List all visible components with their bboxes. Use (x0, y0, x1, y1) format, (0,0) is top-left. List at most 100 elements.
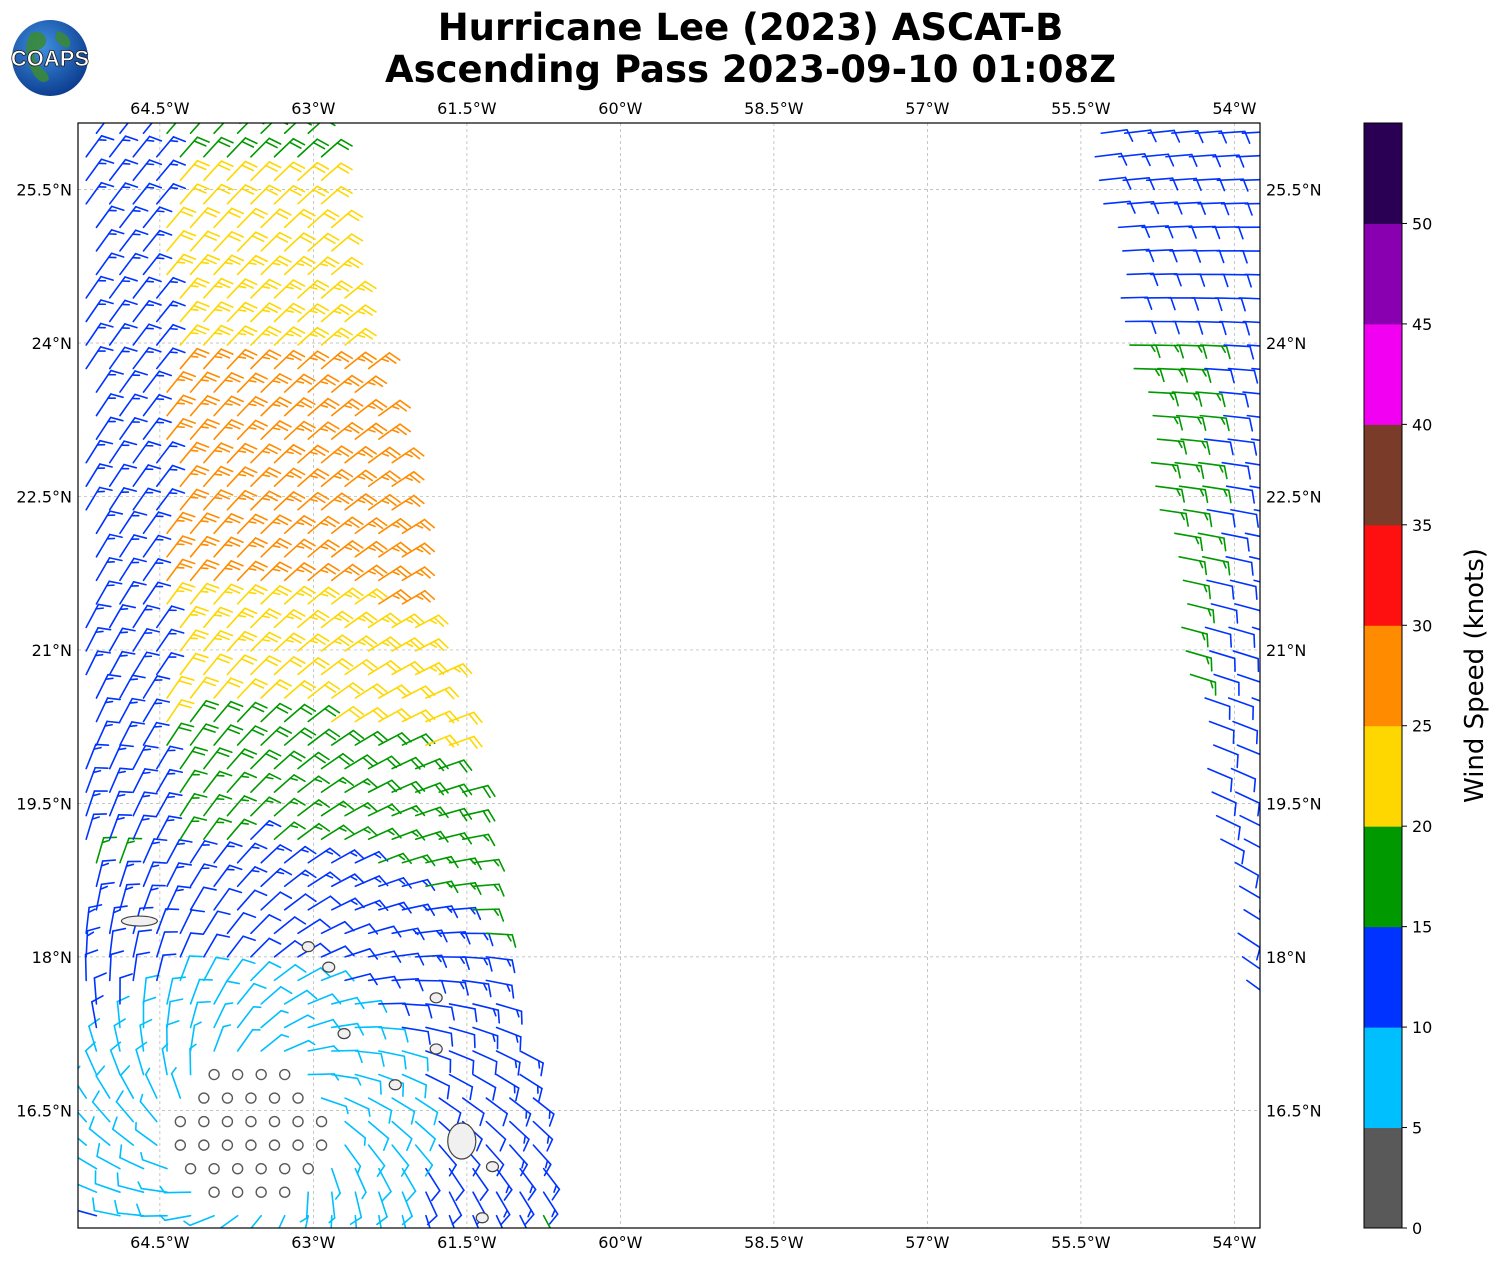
wind-barb (1176, 344, 1208, 359)
wind-barb (273, 963, 307, 982)
lon-tick-bottom-5: 57°W (905, 1233, 949, 1252)
wind-barb (236, 725, 268, 746)
wind-barb (189, 230, 221, 252)
wind-barb (448, 711, 483, 725)
colorbar: 0 5 10 15 20 25 30 35 40 45 50 Wind Speed (knots) (1363, 122, 1490, 1238)
wind-barb (132, 791, 158, 817)
wind-barb (132, 951, 151, 982)
wind-barb (307, 704, 341, 723)
wind-barb (95, 836, 118, 864)
wind-barb (166, 862, 193, 888)
wind-barb (344, 611, 378, 629)
wind-barb (1244, 461, 1260, 466)
wind-barb (1223, 414, 1254, 432)
wind-barb (142, 253, 173, 276)
wind-barb (203, 324, 234, 346)
wind-barb (221, 1139, 234, 1151)
wind-barb (140, 1151, 168, 1170)
wind-barb (260, 537, 292, 558)
wind-barb (1149, 273, 1182, 287)
map-title-line-2: Ascending Pass 2023-09-10 01:08Z (384, 48, 1117, 91)
wind-barb (330, 705, 365, 723)
wind-barb (1227, 367, 1259, 384)
wind-barb (297, 657, 330, 676)
wind-barb (344, 948, 379, 960)
wind-barb (236, 584, 268, 605)
wind-barb (116, 995, 130, 1029)
wind-barb (307, 1018, 342, 1031)
wind-barb (1251, 626, 1260, 631)
wind-barb (156, 441, 186, 464)
wind-barb (378, 732, 412, 746)
wind-barb (425, 1214, 431, 1228)
wind-barb (273, 185, 306, 205)
wind-barb (1208, 720, 1235, 745)
wind-barb (1225, 556, 1254, 576)
colorbar-label: Wind Speed (knots) (1460, 548, 1490, 803)
wind-barb (119, 860, 142, 888)
wind-barb (425, 1026, 454, 1047)
colorbar-bin-10 (1364, 123, 1402, 224)
wind-barb (166, 1020, 180, 1052)
wind-barb (376, 1191, 388, 1226)
wind-barb (236, 254, 268, 276)
wind-barb (283, 703, 317, 723)
wind-barb (315, 1139, 328, 1151)
wind-barb (1230, 508, 1260, 528)
wind-barb (108, 299, 138, 323)
wind-barb (208, 1186, 220, 1198)
wind-barb (320, 492, 354, 511)
wind-barb (1221, 461, 1252, 480)
wind-barb (1098, 176, 1132, 190)
lat-tick-left-0: 25.5°N (16, 181, 72, 200)
wind-barb (88, 1018, 101, 1052)
wind-barb (250, 161, 282, 182)
wind-barb (283, 727, 317, 746)
wind-barb (255, 1162, 267, 1175)
wind-barb (297, 279, 330, 299)
wind-barb (391, 1097, 416, 1125)
wind-barb (273, 302, 306, 323)
wind-barb (1152, 344, 1185, 359)
lat-tick-right-6: 16.5°N (1266, 1101, 1322, 1120)
wind-barb (156, 464, 186, 488)
wind-barb (354, 1073, 382, 1095)
wind-barb (226, 466, 258, 488)
wind-barb (166, 230, 197, 252)
wind-barb (344, 280, 377, 299)
wind-barb (401, 1214, 407, 1228)
wind-barb (344, 754, 378, 770)
wind-barb (1246, 979, 1260, 991)
wind-barb (292, 1092, 304, 1104)
wind-barb (320, 752, 354, 770)
wind-barb (236, 513, 268, 535)
wind-barb (1181, 626, 1209, 648)
wind-barb (108, 604, 137, 629)
wind-barb (472, 858, 506, 872)
wind-barb (85, 322, 114, 346)
lon-tick-bottom-1: 63°W (291, 1233, 335, 1252)
wind-barb (189, 418, 220, 440)
colorbar-bin-1 (1364, 1027, 1402, 1129)
lat-tick-right-4: 19.5°N (1266, 794, 1322, 813)
wind-barb (367, 636, 402, 652)
wind-barb (132, 487, 162, 511)
wind-barb (378, 517, 412, 535)
wind-barb (1148, 320, 1180, 335)
wind-barb (1197, 201, 1230, 216)
wind-barb (203, 770, 233, 793)
wind-barb (226, 818, 257, 841)
wind-barb (179, 816, 208, 841)
wind-barb (1148, 391, 1179, 407)
wind-barb (174, 1115, 187, 1128)
wind-barb (260, 867, 293, 888)
wind-barb (1094, 152, 1128, 166)
wind-barb (1123, 129, 1157, 143)
wind-barb (226, 748, 258, 770)
wind-barb (438, 759, 473, 773)
wind-barb (189, 676, 220, 699)
wind-barb (283, 420, 316, 440)
wind-barb (354, 588, 388, 605)
wind-barb (166, 535, 196, 558)
wind-barb (1180, 438, 1211, 456)
